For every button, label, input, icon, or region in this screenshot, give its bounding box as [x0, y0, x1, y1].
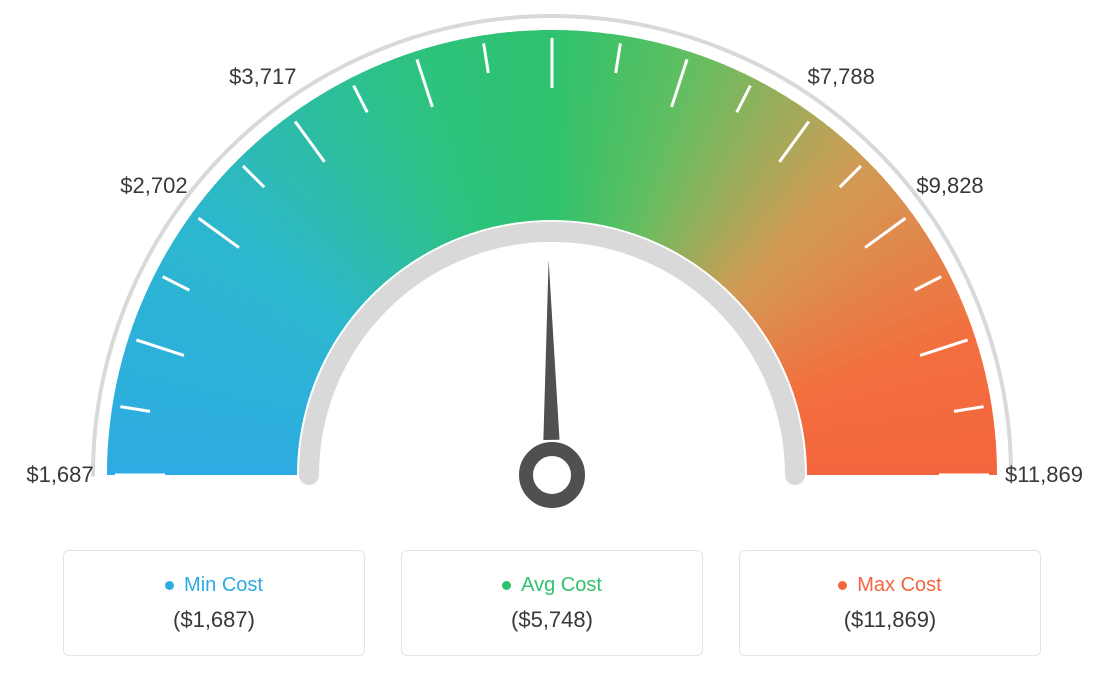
gauge-tick-label: $9,828	[916, 173, 983, 199]
gauge-tick-label: $7,788	[808, 64, 875, 90]
legend-value-avg: ($5,748)	[511, 607, 593, 633]
legend-card-min: Min Cost ($1,687)	[63, 550, 365, 656]
gauge-tick-label: $3,717	[229, 64, 296, 90]
legend-value-max: ($11,869)	[844, 607, 937, 633]
legend-top-min: Min Cost	[165, 574, 263, 597]
cost-gauge: $1,687$2,702$3,717$5,748$7,788$9,828$11,…	[0, 0, 1104, 540]
legend-row: Min Cost ($1,687) Avg Cost ($5,748) Max …	[0, 540, 1104, 656]
gauge-svg	[0, 0, 1104, 540]
legend-top-max: Max Cost	[838, 574, 941, 597]
legend-card-max: Max Cost ($11,869)	[739, 550, 1041, 656]
legend-card-avg: Avg Cost ($5,748)	[401, 550, 703, 656]
gauge-tick-label: $11,869	[1005, 462, 1083, 488]
legend-label-min: Min Cost	[184, 574, 263, 597]
gauge-tick-label: $1,687	[26, 462, 93, 488]
legend-top-avg: Avg Cost	[502, 574, 602, 597]
gauge-tick-label: $2,702	[120, 173, 187, 199]
legend-dot-max	[838, 581, 847, 590]
legend-dot-avg	[502, 581, 511, 590]
legend-label-avg: Avg Cost	[521, 574, 602, 597]
legend-label-max: Max Cost	[857, 574, 941, 597]
legend-value-min: ($1,687)	[173, 607, 255, 633]
legend-dot-min	[165, 581, 174, 590]
